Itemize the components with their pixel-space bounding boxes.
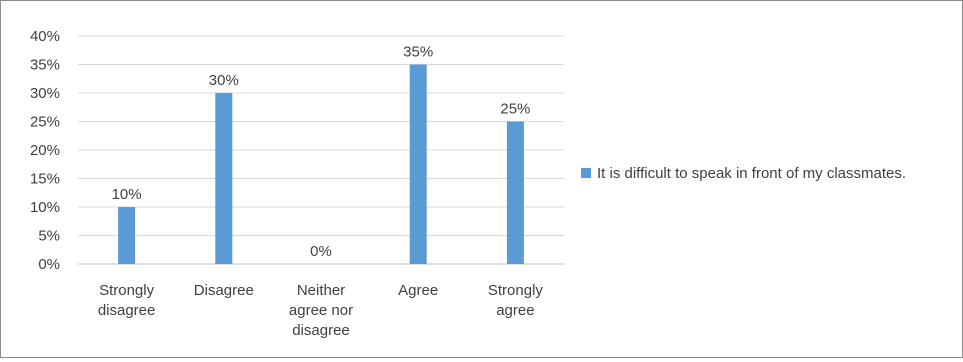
legend-label: It is difficult to speak in front of my …: [597, 165, 906, 182]
legend: It is difficult to speak in front of my …: [581, 165, 906, 182]
y-tick-label: 30%: [30, 85, 60, 102]
y-tick-label: 25%: [30, 114, 60, 131]
bars: [118, 64, 524, 264]
category-label: disagree: [98, 302, 156, 319]
category-label: Disagree: [194, 282, 254, 299]
bar: [409, 64, 427, 264]
category-label: Strongly: [488, 282, 544, 299]
y-tick-label: 0%: [38, 256, 60, 273]
y-tick-label: 5%: [38, 228, 60, 245]
category-label: agree: [496, 302, 534, 319]
y-tick-label: 20%: [30, 142, 60, 159]
data-label: 0%: [310, 243, 332, 260]
gridlines: [78, 35, 564, 265]
bar: [215, 93, 233, 264]
bar: [506, 121, 524, 264]
y-axis-ticks: 0% 5% 10% 15% 20% 25% 30% 35% 40%: [30, 28, 60, 273]
data-labels: 10% 30% 0% 35% 25%: [112, 44, 531, 261]
data-label: 30%: [209, 72, 239, 89]
data-label: 10%: [112, 186, 142, 203]
category-label: Neither: [297, 282, 345, 299]
data-label: 25%: [500, 101, 530, 118]
category-label: Strongly: [99, 282, 155, 299]
y-tick-label: 10%: [30, 199, 60, 216]
y-tick-label: 40%: [30, 28, 60, 45]
y-tick-label: 35%: [30, 57, 60, 74]
x-axis-categories: Strongly disagree Disagree Neither agree nor…: [98, 282, 544, 339]
legend-swatch: [581, 168, 591, 178]
category-label: agree nor: [289, 302, 353, 319]
category-label: Agree: [398, 282, 438, 299]
data-label: 35%: [403, 44, 433, 61]
category-label: disagree: [292, 322, 350, 339]
y-tick-label: 15%: [30, 171, 60, 188]
bar: [118, 207, 136, 264]
